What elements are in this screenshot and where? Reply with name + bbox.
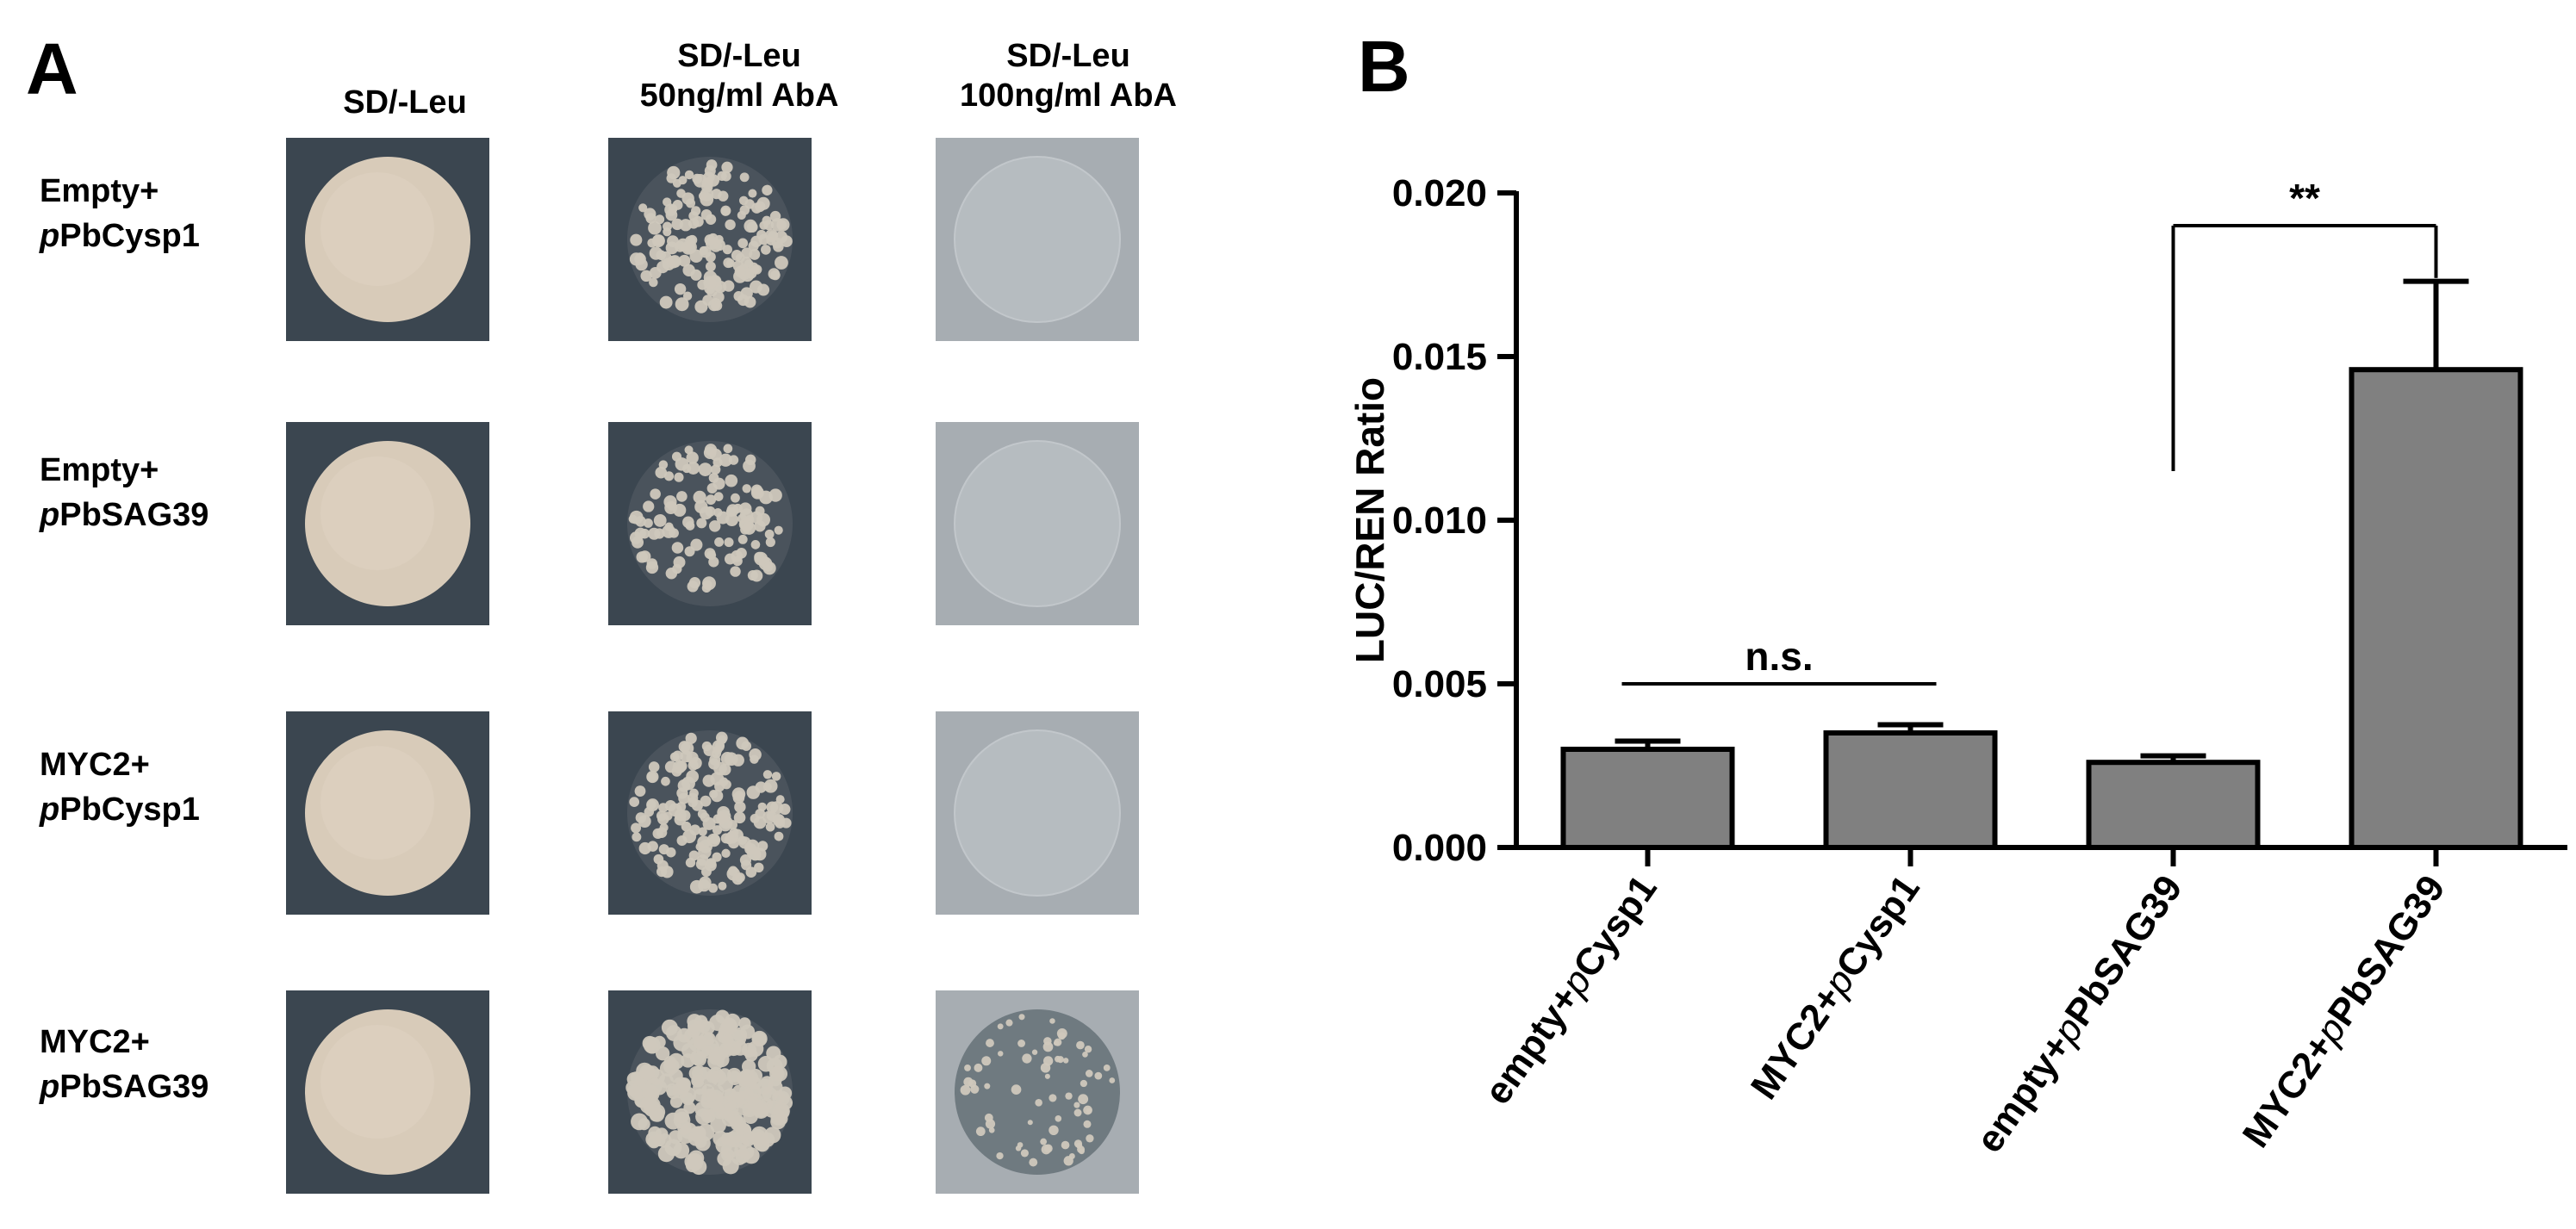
- significance-annotations: n.s. **: [1621, 176, 2438, 686]
- row-label-myc2-pbsag39: MYC2+ pPbSAG39: [40, 1020, 208, 1109]
- row-label-italic: p: [40, 497, 60, 533]
- row-label-line1: MYC2+: [40, 1024, 150, 1060]
- column-header-sd-leu: SD/-Leu: [276, 83, 534, 122]
- row-label-line2: pPbSAG39: [40, 1065, 208, 1109]
- bar-group: [2086, 753, 2261, 866]
- bar-series: [1560, 278, 2523, 866]
- bar: [2349, 367, 2523, 850]
- plate-scattered-colonies: [936, 990, 1139, 1194]
- plate-lawn: [286, 711, 489, 915]
- y-axis-title: LUC/REN Ratio: [1347, 377, 1392, 663]
- row-label-empty-pbsag39: Empty+ pPbSAG39: [40, 448, 208, 537]
- row-label-rest: PbSAG39: [59, 1069, 209, 1105]
- bar-group: [2349, 278, 2523, 866]
- bar: [1560, 747, 1735, 850]
- x-tick-label-suffix: PbSAG39: [2057, 868, 2191, 1033]
- panel-b-letter: B: [1358, 26, 1410, 107]
- x-tick-label: MYC2+pPbSAG39: [2235, 868, 2454, 1156]
- significance-bracket: n.s.: [1621, 634, 1937, 686]
- plate-none: [936, 138, 1139, 341]
- row-label-rest: PbCysp1: [59, 218, 200, 254]
- column-header-line: SD/-Leu: [343, 84, 467, 121]
- y-tick-label: 0.000: [1392, 827, 1487, 869]
- row-label-line2: pPbCysp1: [40, 787, 200, 832]
- plate-lawn: [286, 138, 489, 341]
- row-label-line1: MYC2+: [40, 747, 150, 783]
- x-tick-label: empty+pCysp1: [1477, 868, 1665, 1113]
- y-tick-label: 0.005: [1392, 663, 1487, 705]
- plate-lawn: [286, 422, 489, 625]
- panel-a-letter: A: [26, 28, 78, 109]
- x-tick-label-prefix: empty+: [1477, 978, 1588, 1112]
- bar-group: [1560, 738, 1735, 866]
- luc-ren-bar-chart: B LUC/REN Ratio 0.000 0.005 0.010 0.015 0.02…: [1347, 26, 2567, 1161]
- row-label-line2: pPbSAG39: [40, 493, 208, 537]
- plate-none: [936, 711, 1139, 915]
- x-tick-label-prefix: MYC2+: [1743, 978, 1851, 1107]
- significance-bracket: **: [2171, 176, 2438, 471]
- x-tick-label-prefix: MYC2+: [2235, 1027, 2343, 1155]
- column-header-line: SD/-Leu: [1006, 38, 1130, 74]
- plate-dense-colonies: [608, 138, 812, 341]
- row-label-line1: Empty+: [40, 452, 159, 488]
- x-tick-label-suffix: Cysp1: [1565, 868, 1665, 985]
- column-header-100-aba: SD/-Leu 100ng/ml AbA: [913, 36, 1223, 115]
- significance-label: n.s.: [1745, 634, 1813, 679]
- plate-none: [936, 422, 1139, 625]
- column-header-50-aba: SD/-Leu 50ng/ml AbA: [593, 36, 886, 115]
- x-tick-label: empty+pPbSAG39: [1968, 868, 2190, 1161]
- row-label-myc2-pbcysp1: MYC2+ pPbCysp1: [40, 742, 200, 832]
- x-axis-tick-labels: empty+pCysp1MYC2+pCysp1empty+pPbSAG39MYC…: [1477, 868, 2454, 1161]
- y-tick-label: 0.010: [1392, 500, 1487, 542]
- bar: [1823, 730, 1998, 850]
- y-tick-label: 0.015: [1392, 336, 1487, 378]
- plate-sparse-colonies: [608, 422, 812, 625]
- y-axis-ticks: 0.000 0.005 0.010 0.015 0.020: [1392, 172, 1516, 869]
- x-tick-label-suffix: PbSAG39: [2320, 868, 2454, 1033]
- x-tick-label-suffix: Cysp1: [1828, 868, 1928, 985]
- bar-group: [1823, 722, 1998, 866]
- row-label-italic: p: [40, 791, 60, 828]
- column-header-line: SD/-Leu: [677, 38, 801, 74]
- row-label-rest: PbSAG39: [59, 497, 209, 533]
- plate-lawn: [286, 990, 489, 1194]
- row-label-line2: pPbCysp1: [40, 214, 200, 258]
- row-label-rest: PbCysp1: [59, 791, 200, 828]
- plate-confluent-colonies: [608, 990, 812, 1194]
- y-tick-label: 0.020: [1392, 172, 1487, 214]
- column-header-line: 100ng/ml AbA: [960, 78, 1177, 114]
- x-tick-label-prefix: empty+: [1968, 1027, 2079, 1160]
- plate-dense-colonies: [608, 711, 812, 915]
- row-label-italic: p: [40, 1069, 60, 1105]
- row-label-line1: Empty+: [40, 173, 159, 209]
- column-header-line: 50ng/ml AbA: [639, 78, 839, 114]
- row-label-empty-pbcysp1: Empty+ pPbCysp1: [40, 169, 200, 258]
- significance-label: **: [2289, 176, 2320, 220]
- x-tick-label: MYC2+pCysp1: [1743, 868, 1928, 1108]
- row-label-italic: p: [40, 218, 60, 254]
- bar: [2086, 760, 2261, 851]
